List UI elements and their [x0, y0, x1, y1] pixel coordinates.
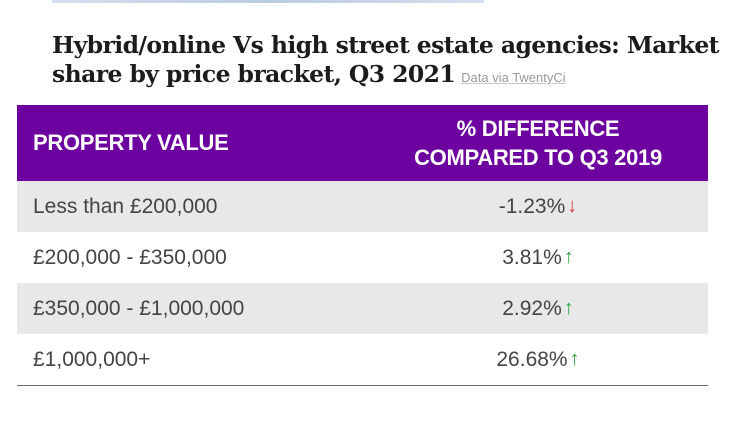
- arrow-down-icon: ↓: [567, 194, 578, 217]
- arrow-up-icon: ↑: [563, 245, 574, 268]
- column-header-property-value: PROPERTY VALUE: [17, 105, 368, 181]
- market-share-table: PROPERTY VALUE % DIFFERENCE COMPARED TO …: [17, 105, 708, 386]
- top-image-strip: [52, 0, 484, 3]
- property-value-cell: £350,000 - £1,000,000: [17, 283, 368, 334]
- arrow-up-icon: ↑: [569, 347, 580, 370]
- arrow-up-icon: ↑: [563, 296, 574, 319]
- table-row: £1,000,000+ 26.68% ↑: [17, 334, 708, 386]
- table-row: Less than £200,000 -1.23% ↓: [17, 181, 708, 232]
- difference-cell: 2.92% ↑: [368, 283, 708, 334]
- difference-cell: 26.68% ↑: [368, 334, 708, 386]
- difference-cell: -1.23% ↓: [368, 181, 708, 232]
- column-header-difference-line2: COMPARED TO Q3 2019: [414, 145, 662, 170]
- difference-value: 2.92%: [502, 296, 562, 320]
- property-value-cell: £1,000,000+: [17, 334, 368, 386]
- difference-cell: 3.81% ↑: [368, 232, 708, 283]
- page-title: Hybrid/online Vs high street estate agen…: [52, 31, 732, 92]
- table-header-row: PROPERTY VALUE % DIFFERENCE COMPARED TO …: [17, 105, 708, 181]
- source-link[interactable]: Data via TwentyCi: [461, 70, 566, 85]
- property-value-cell: £200,000 - £350,000: [17, 232, 368, 283]
- difference-value: 3.81%: [502, 245, 562, 269]
- table-row: £200,000 - £350,000 3.81% ↑: [17, 232, 708, 283]
- difference-value: 26.68%: [496, 347, 568, 371]
- column-header-difference: % DIFFERENCE COMPARED TO Q3 2019: [368, 105, 708, 181]
- title-text: Hybrid/online Vs high street estate agen…: [52, 31, 720, 88]
- property-value-cell: Less than £200,000: [17, 181, 368, 232]
- column-header-difference-line1: % DIFFERENCE: [456, 116, 620, 141]
- table-row: £350,000 - £1,000,000 2.92% ↑: [17, 283, 708, 334]
- difference-value: -1.23%: [498, 194, 566, 218]
